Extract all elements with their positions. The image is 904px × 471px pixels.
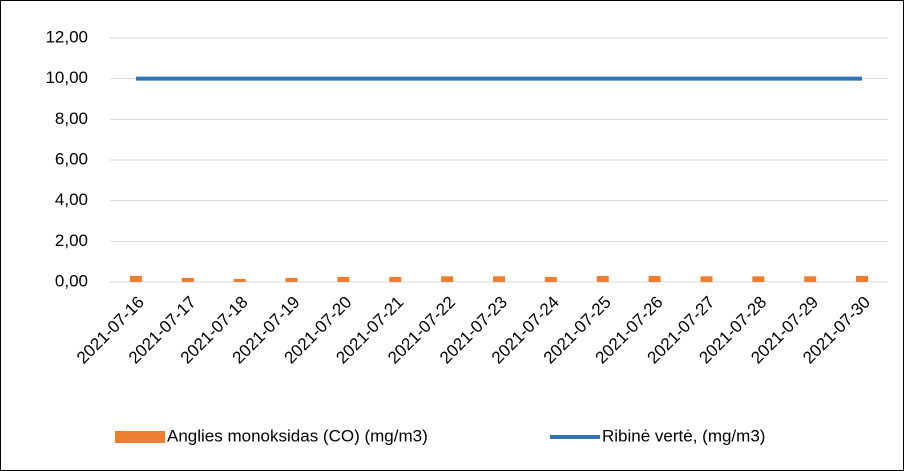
bar <box>129 275 142 282</box>
y-tick-label: 2,00 <box>55 231 88 250</box>
legend-swatch <box>115 431 165 443</box>
bar <box>596 275 609 282</box>
legend-label: Anglies monoksidas (CO) (mg/m3) <box>167 426 428 445</box>
y-tick-label: 8,00 <box>55 109 88 128</box>
y-tick-label: 6,00 <box>55 149 88 168</box>
bar <box>752 276 765 282</box>
bar <box>804 276 817 282</box>
bar <box>285 277 298 282</box>
bar <box>648 275 661 282</box>
y-tick-label: 12,00 <box>45 27 88 46</box>
bar <box>337 276 350 282</box>
bar <box>389 276 402 282</box>
bar <box>441 276 454 282</box>
bar <box>544 276 557 282</box>
bar <box>700 276 713 282</box>
legend-label: Ribinė vertė, (mg/m3) <box>602 426 765 445</box>
bar <box>493 276 505 282</box>
bar <box>181 277 194 282</box>
bar <box>233 278 246 282</box>
y-tick-label: 4,00 <box>55 190 88 209</box>
bar <box>856 275 869 282</box>
y-tick-label: 0,00 <box>55 271 88 290</box>
y-tick-label: 10,00 <box>45 68 88 87</box>
